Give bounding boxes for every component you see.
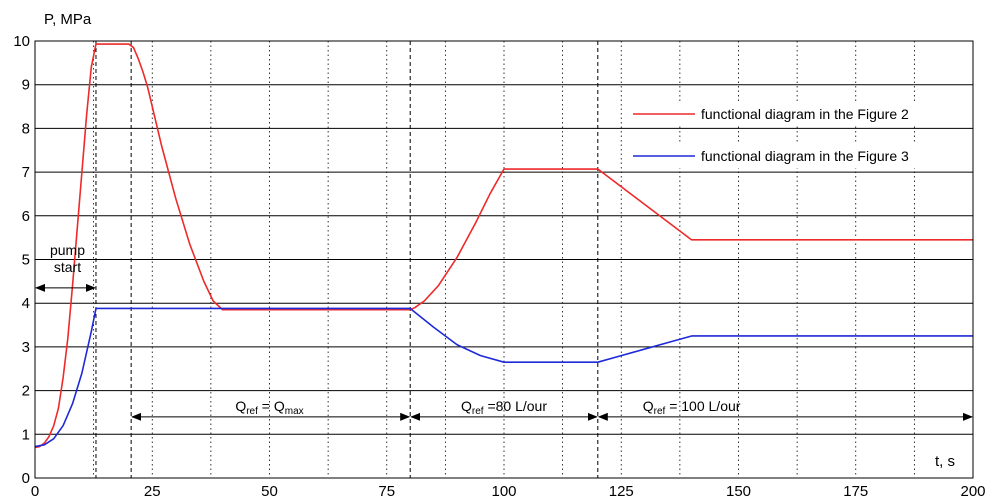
- y-tick-label: 10: [13, 33, 30, 50]
- x-tick-label: 150: [726, 483, 751, 500]
- series-line: [34, 307, 973, 448]
- y-tick-label: 7: [22, 164, 30, 181]
- y-tick-label: 2: [22, 383, 30, 400]
- legend: functional diagram in the Figure 2 functi…: [629, 102, 971, 168]
- annotation-label: Qref = Qmax: [235, 398, 303, 417]
- x-axis-label: t, s: [935, 453, 955, 470]
- y-tick-label: 8: [22, 120, 30, 137]
- annotation-label: pump: [50, 242, 85, 258]
- annotation-label: start: [54, 259, 81, 275]
- annotation-label: Qref =80 L/our: [461, 398, 547, 417]
- y-axis-label: P, MPa: [44, 11, 92, 28]
- plot-frame: [34, 40, 974, 479]
- y-tick-label: 0: [22, 470, 30, 487]
- series-lines: [34, 43, 973, 449]
- x-tick-label: 0: [31, 483, 39, 500]
- dashed-event-lines: [95, 41, 599, 478]
- y-tick-label: 3: [22, 339, 30, 356]
- tick-labels: 0 25 50 75 100 125 150 175 200 0 1 2 3 4 5 6 7 8 9 10: [13, 33, 985, 500]
- y-tick-label: 1: [22, 426, 30, 443]
- y-tick-label: 4: [22, 295, 30, 312]
- y-tick-label: 6: [22, 208, 30, 225]
- y-tick-label: 5: [22, 252, 30, 269]
- legend-label: functional diagram in the Figure 3: [701, 148, 909, 164]
- x-tick-label: 50: [261, 483, 278, 500]
- x-tick-label: 100: [491, 483, 516, 500]
- x-tick-label: 175: [843, 483, 868, 500]
- y-tick-label: 9: [22, 77, 30, 94]
- x-tick-label: 200: [960, 483, 985, 500]
- series-line: [34, 43, 973, 449]
- legend-label: functional diagram in the Figure 2: [701, 106, 909, 122]
- x-tick-label: 25: [144, 483, 161, 500]
- x-tick-label: 125: [609, 483, 634, 500]
- x-tick-label: 75: [378, 483, 395, 500]
- annotation-label: Qref = 100 L/our: [643, 398, 741, 417]
